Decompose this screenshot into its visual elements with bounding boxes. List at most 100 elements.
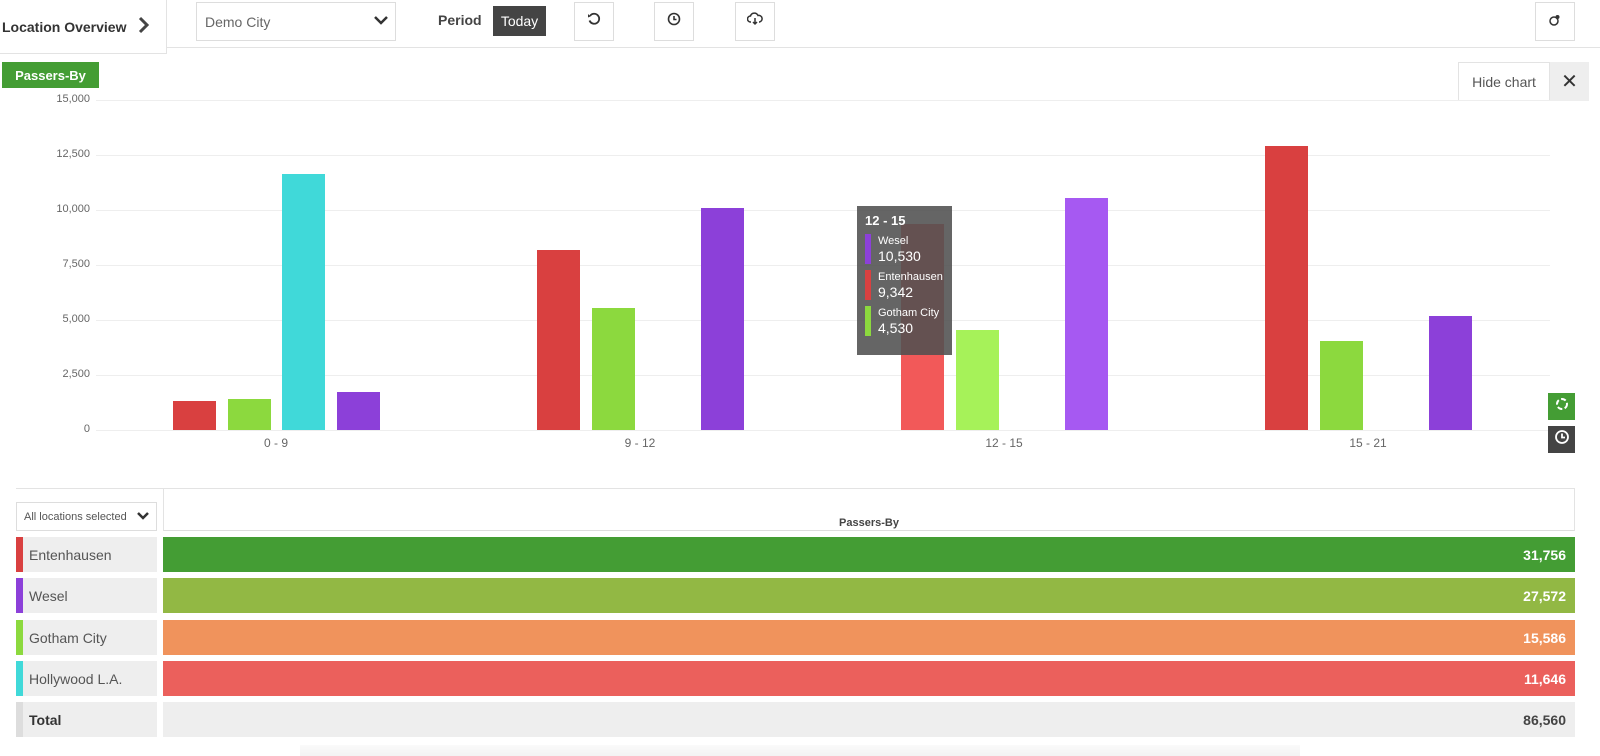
tooltip-item-value: 4,530 — [878, 320, 914, 336]
tooltip-title: 12 - 15 — [865, 213, 906, 228]
location-color-swatch — [16, 620, 23, 655]
tooltip-swatch — [865, 270, 871, 300]
reload-icon — [1554, 396, 1570, 417]
location-value: 15,586 — [1523, 629, 1566, 646]
location-name: Gotham City — [29, 629, 107, 646]
y-axis-tick: 15,000 — [56, 93, 90, 105]
bar-entenhausen[interactable] — [173, 401, 216, 430]
clock-icon — [667, 12, 681, 31]
table-header-line — [16, 488, 163, 489]
location-filter-value: All locations selected — [24, 510, 127, 523]
gridline — [96, 100, 1550, 101]
gridline — [96, 265, 1550, 266]
bar-wesel[interactable] — [337, 391, 380, 430]
bar-wesel[interactable] — [1065, 198, 1108, 430]
table-row-bar: 31,756 — [163, 537, 1575, 572]
chart-tooltip: 12 - 15 Wesel 10,530 Entenhausen 9,342 G… — [857, 206, 952, 355]
reload-chart-button[interactable] — [1548, 393, 1575, 420]
city-select[interactable]: Demo City — [196, 2, 396, 41]
y-axis-tick: 5,000 — [62, 313, 90, 325]
tooltip-item-value: 9,342 — [878, 284, 914, 300]
gridline — [96, 155, 1550, 156]
history-button[interactable] — [654, 2, 694, 41]
chevron-right-icon — [138, 14, 150, 40]
tooltip-item: Gotham City 4,530 — [865, 306, 944, 337]
y-axis-tick: 10,000 — [56, 203, 90, 215]
chevron-down-icon — [136, 509, 150, 526]
location-color-swatch — [16, 537, 23, 572]
table-total-label: Total — [16, 702, 157, 737]
tooltip-item-name: Wesel — [878, 235, 909, 247]
table-row-bar: 11,646 — [163, 661, 1575, 696]
location-settings-icon — [1549, 13, 1561, 31]
location-value: 27,572 — [1523, 587, 1566, 604]
city-select-value: Demo City — [205, 13, 271, 30]
bar-gotham-city[interactable] — [956, 330, 999, 430]
bar-gotham-city[interactable] — [592, 307, 635, 430]
bar-hollywood-l-a-[interactable] — [282, 173, 325, 430]
close-icon: ✕ — [1561, 71, 1578, 93]
y-axis-tick: 12,500 — [56, 148, 90, 160]
location-name: Hollywood L.A. — [29, 670, 123, 687]
bar-gotham-city[interactable] — [228, 398, 271, 430]
x-axis-tick: 15 - 21 — [1349, 436, 1387, 450]
x-axis-tick: 12 - 15 — [985, 436, 1023, 450]
chevron-down-icon — [373, 12, 389, 31]
bar-entenhausen[interactable] — [1265, 146, 1308, 430]
bar-wesel[interactable] — [701, 207, 744, 430]
metric-badge[interactable]: Passers-By — [2, 62, 99, 88]
location-name: Entenhausen — [29, 546, 112, 563]
top-toolbar — [0, 0, 1600, 48]
table-row-label[interactable]: Wesel — [16, 578, 157, 613]
table-row-bar: 15,586 — [163, 620, 1575, 655]
bar-wesel[interactable] — [1429, 315, 1472, 430]
column-header-passers-by: Passers-By — [839, 516, 899, 529]
gridline — [96, 430, 1550, 431]
table-column-header: Passers-By — [163, 488, 1575, 531]
tooltip-swatch — [865, 234, 871, 264]
table-row-bar: 27,572 — [163, 578, 1575, 613]
period-today-button[interactable]: Today — [493, 6, 546, 36]
download-button[interactable] — [735, 2, 775, 41]
refresh-icon — [587, 12, 601, 31]
footer-shadow — [300, 745, 1300, 756]
x-axis-tick: 9 - 12 — [624, 436, 656, 450]
hide-chart-button[interactable]: Hide chart — [1458, 62, 1550, 101]
gridline — [96, 320, 1550, 321]
gridline — [96, 210, 1550, 211]
gridline — [96, 375, 1550, 376]
bar-gotham-city[interactable] — [1320, 340, 1363, 430]
location-overview-nav[interactable]: Location Overview — [0, 0, 167, 54]
location-settings-button[interactable] — [1535, 2, 1575, 41]
table-row-label[interactable]: Entenhausen — [16, 537, 157, 572]
period-label: Period — [438, 12, 482, 28]
cloud-download-icon — [746, 12, 763, 31]
table-row-label[interactable]: Gotham City — [16, 620, 157, 655]
tooltip-item-value: 10,530 — [878, 248, 921, 264]
table-total-bar: 86,560 — [163, 702, 1575, 737]
location-value: 31,756 — [1523, 546, 1566, 563]
clock-icon — [1554, 429, 1570, 450]
tooltip-item: Entenhausen 9,342 — [865, 270, 944, 301]
y-axis-tick: 7,500 — [62, 258, 90, 270]
total-value: 86,560 — [1523, 711, 1566, 728]
location-filter-select[interactable]: All locations selected — [16, 502, 157, 531]
location-color-swatch — [16, 661, 23, 696]
time-settings-button[interactable] — [1548, 426, 1575, 453]
refresh-button[interactable] — [574, 2, 614, 41]
x-axis-tick: 0 - 9 — [263, 436, 288, 450]
bar-chart: 0 2,500 5,000 7,500 10,000 12,500 15,000 0 - 9 9… — [0, 90, 1560, 460]
total-label: Total — [29, 711, 62, 728]
y-axis-tick: 2,500 — [62, 368, 90, 380]
tooltip-swatch — [865, 306, 871, 336]
tooltip-item-name: Gotham City — [878, 307, 940, 319]
location-color-swatch — [16, 578, 23, 613]
total-swatch — [16, 702, 23, 737]
close-chart-button[interactable]: ✕ — [1550, 62, 1589, 101]
tooltip-item: Wesel 10,530 — [865, 234, 944, 265]
table-row-label[interactable]: Hollywood L.A. — [16, 661, 157, 696]
bar-entenhausen[interactable] — [537, 249, 580, 430]
y-axis-tick: 0 — [83, 423, 90, 435]
location-value: 11,646 — [1523, 670, 1566, 687]
location-name: Wesel — [29, 587, 68, 604]
